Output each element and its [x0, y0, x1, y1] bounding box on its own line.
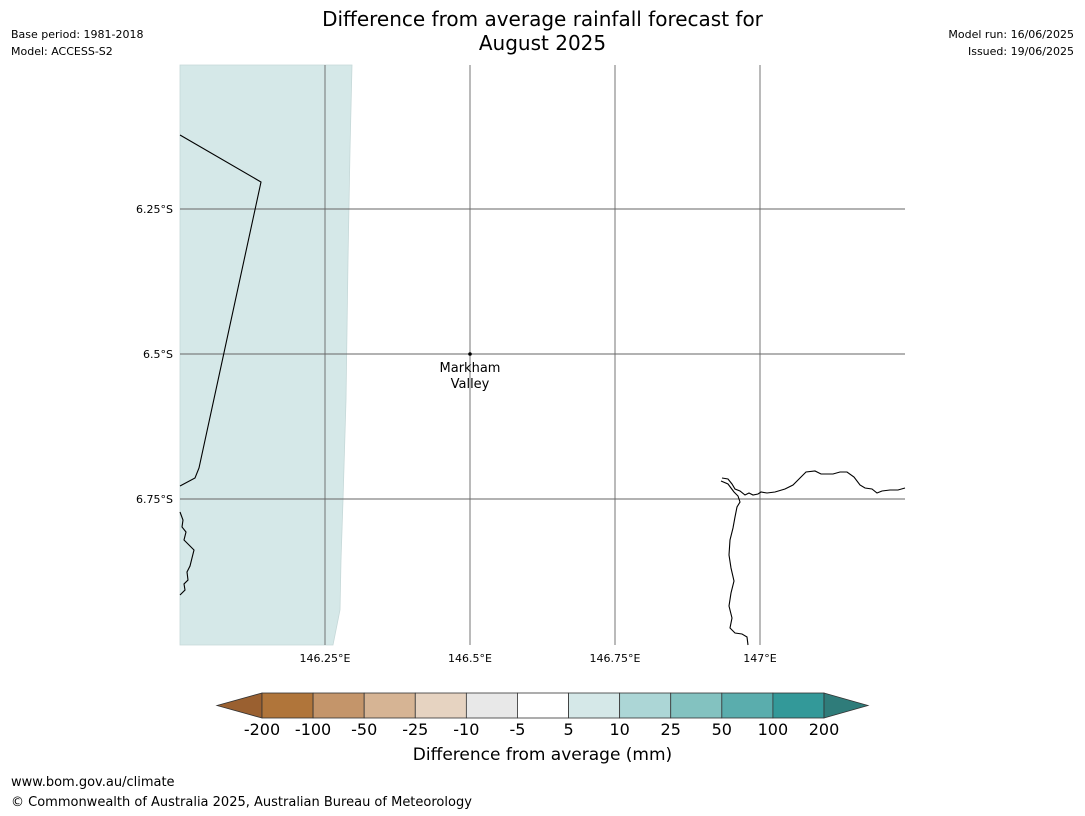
- colorbar-tick-label: 100: [758, 720, 789, 739]
- colorbar-segment: [517, 692, 569, 719]
- colorbar-tick-label: -25: [402, 720, 428, 739]
- lat-label: 6.5°S: [143, 348, 173, 361]
- colorbar-extension-low: [215, 692, 263, 719]
- page-title: Difference from average rainfall forecas…: [0, 7, 1085, 55]
- meta-right: Model run: 16/06/2025 Issued: 19/06/2025: [948, 26, 1074, 60]
- lon-label: 146.5°E: [448, 652, 492, 665]
- title-line-2: August 2025: [478, 31, 607, 55]
- colorbar-tick-label: -10: [453, 720, 479, 739]
- colorbar-extension-high: [823, 692, 870, 719]
- colorbar-segment: [312, 692, 365, 719]
- colorbar-label: Difference from average (mm): [412, 745, 673, 765]
- colorbar-tick-label: -5: [509, 720, 525, 739]
- colorbar-tick-labels: -200 -100 -50 -25 -10 -5 5 10 25 50 100 200: [244, 720, 839, 739]
- colorbar-tick-label: -100: [295, 720, 331, 739]
- place-label-line-1: Markham: [440, 361, 501, 376]
- colorbar-tick-label: 200: [809, 720, 840, 739]
- colorbar-segment: [465, 692, 518, 719]
- longitude-labels: 146.25°E 146.5°E 146.75°E 147°E: [300, 652, 777, 665]
- meta-left: Base period: 1981-2018 Model: ACCESS-S2: [11, 26, 143, 60]
- colorbar-tick-label: -50: [351, 720, 377, 739]
- title-line-1: Difference from average rainfall forecas…: [322, 7, 763, 31]
- colorbar-segment: [414, 692, 467, 719]
- issued-date: Issued: 19/06/2025: [967, 45, 1074, 58]
- coastline-west: [179, 511, 195, 596]
- colorbar-tick-label: 10: [609, 720, 629, 739]
- colorbar-segment: [261, 692, 314, 719]
- lon-label: 146.25°E: [300, 652, 351, 665]
- lat-label: 6.75°S: [136, 493, 173, 506]
- colorbar-tick-label: 25: [661, 720, 681, 739]
- shaded-region: [179, 64, 353, 646]
- river-line: [720, 480, 749, 646]
- lon-label: 146.75°E: [590, 652, 641, 665]
- base-period: Base period: 1981-2018: [11, 28, 144, 41]
- lon-label: 147°E: [743, 652, 776, 665]
- colorbar-segment: [363, 692, 416, 719]
- colorbar-segment: [670, 692, 723, 719]
- colorbar-segment: [772, 692, 825, 719]
- footer-url: www.bom.gov.au/climate: [11, 775, 175, 790]
- place-label-line-2: Valley: [451, 377, 490, 392]
- boundaries: [179, 134, 906, 646]
- footer-copyright: © Commonwealth of Australia 2025, Austra…: [11, 795, 472, 810]
- colorbar-tick-label: -200: [244, 720, 280, 739]
- coastline-east: [721, 470, 906, 496]
- markham-valley-marker: [468, 352, 472, 356]
- model-run: Model run: 16/06/2025: [948, 28, 1074, 41]
- gridlines: [180, 65, 905, 645]
- colorbar-segment: [568, 692, 621, 719]
- colorbar-tick-label: 5: [563, 720, 573, 739]
- border-line: [179, 134, 262, 487]
- colorbar-segment: [619, 692, 672, 719]
- model-name: Model: ACCESS-S2: [11, 45, 113, 58]
- latitude-labels: 6.25°S 6.5°S 6.75°S: [136, 203, 173, 506]
- colorbar-segment: [721, 692, 774, 719]
- colorbar-tick-label: 50: [712, 720, 732, 739]
- colorbar: [215, 692, 870, 719]
- lat-label: 6.25°S: [136, 203, 173, 216]
